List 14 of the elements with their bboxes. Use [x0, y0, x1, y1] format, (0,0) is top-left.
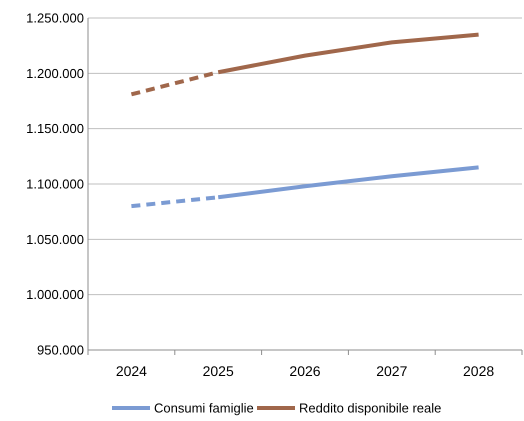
- x-tick-label: 2027: [376, 363, 408, 379]
- y-tick-label: 1.000.000: [26, 287, 84, 302]
- y-tick-label: 950.000: [37, 342, 84, 358]
- x-tick-label: 2028: [463, 363, 494, 379]
- legend-label: Reddito disponibile reale: [299, 400, 442, 416]
- x-tick-label: 2025: [202, 363, 234, 379]
- y-tick-label: 1.150.000: [26, 121, 84, 136]
- x-tick-label: 2024: [116, 363, 148, 379]
- y-tick-label: 1.100.000: [26, 176, 84, 192]
- y-tick-label: 1.200.000: [26, 66, 84, 81]
- y-tick-label: 1.050.000: [26, 232, 84, 247]
- x-tick-label: 2026: [289, 363, 321, 379]
- legend-label: Consumi famiglie: [154, 400, 254, 416]
- y-tick-label: 1.250.000: [26, 10, 84, 26]
